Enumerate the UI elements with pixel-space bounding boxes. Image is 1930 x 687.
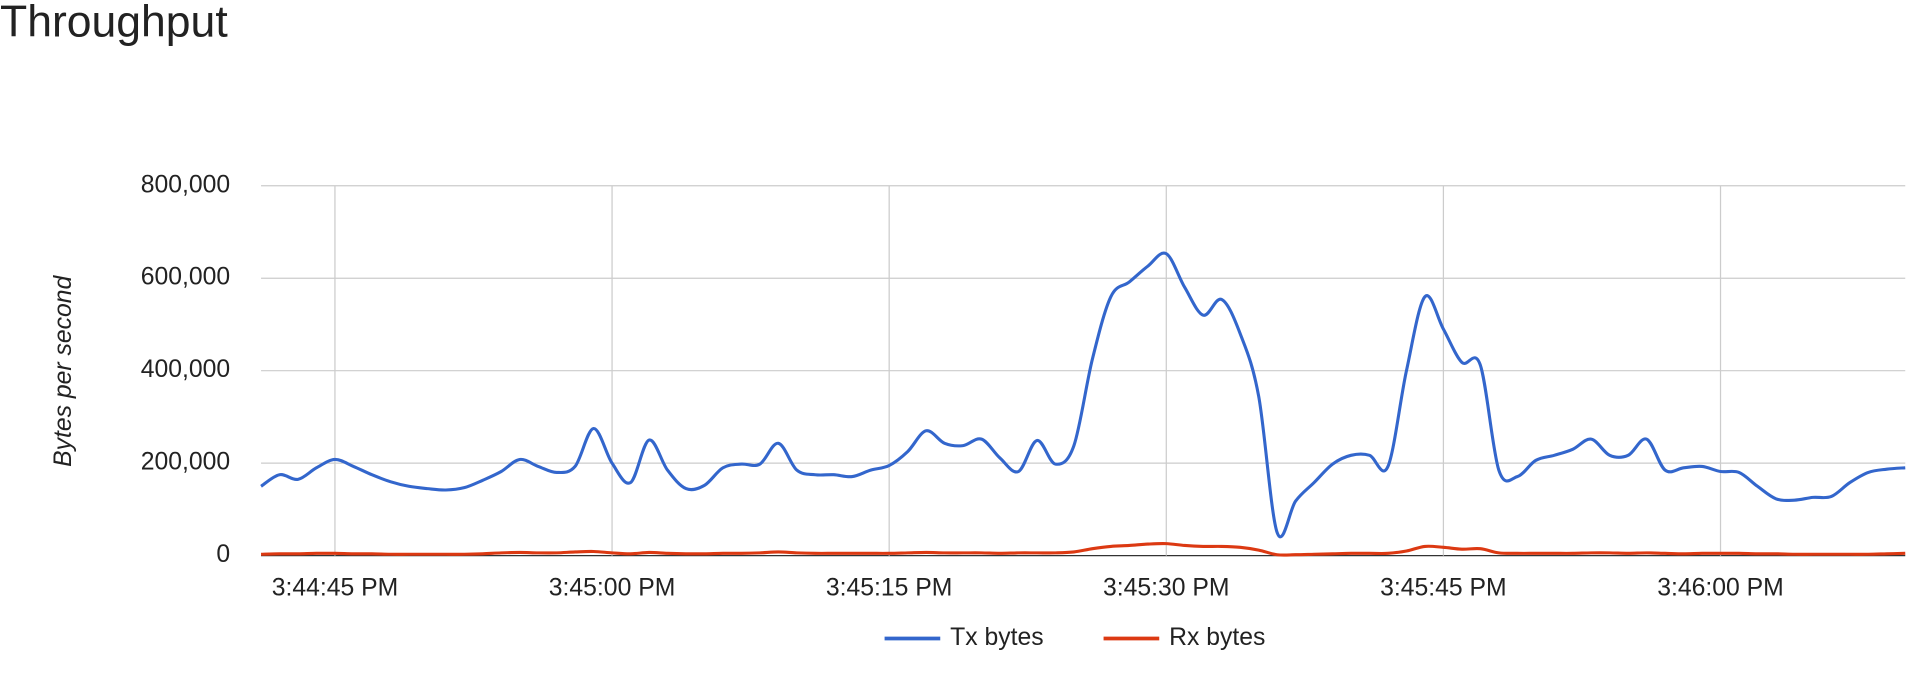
chart-title: Throughput: [0, 0, 228, 47]
x-tick-label: 3:44:45 PM: [272, 575, 399, 602]
x-tick-label: 3:45:45 PM: [1380, 575, 1507, 602]
x-tick-label: 3:46:00 PM: [1657, 575, 1783, 602]
y-tick-label: 200,000: [141, 449, 230, 476]
x-tick-label: 3:45:15 PM: [826, 575, 953, 602]
legend-label: Tx bytes: [950, 624, 1043, 651]
y-tick-label: 800,000: [141, 171, 230, 198]
y-tick-label: 0: [216, 541, 230, 568]
legend-label: Rx bytes: [1169, 624, 1265, 651]
series-line: [261, 542, 1906, 557]
y-tick-label: 600,000: [141, 264, 230, 291]
y-tick-label: 400,000: [141, 356, 230, 383]
series-line: [260, 251, 1906, 539]
x-tick-label: 3:45:30 PM: [1103, 575, 1230, 602]
x-tick-label: 3:45:00 PM: [549, 575, 676, 602]
y-axis-label: Bytes per second: [50, 275, 77, 467]
